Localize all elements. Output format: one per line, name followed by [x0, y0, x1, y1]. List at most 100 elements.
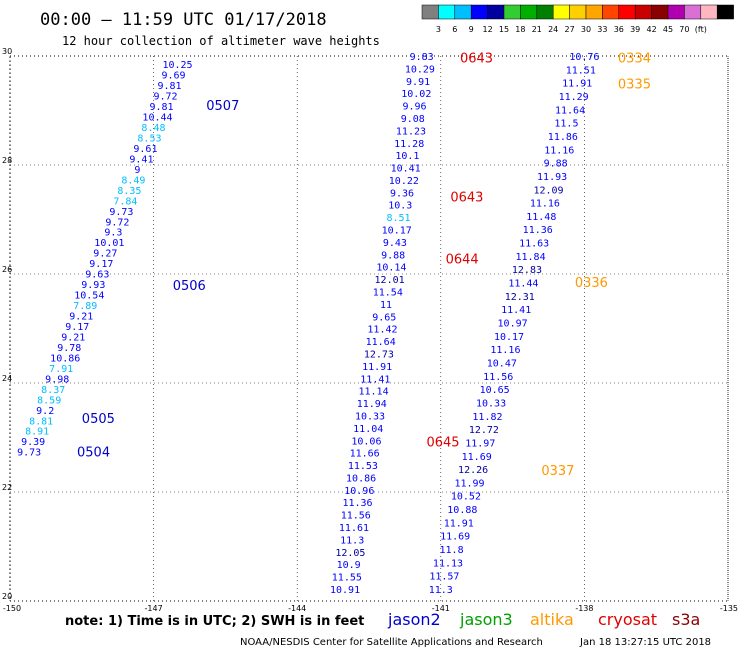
swh-value: 11.3	[429, 585, 453, 596]
x-tick-label: -141	[432, 604, 450, 613]
swh-value: 9.69	[161, 71, 185, 82]
swh-value: 10.41	[391, 164, 421, 175]
color-scale-label: 36	[614, 25, 624, 34]
plot-area: 20 22 24 26 28 30 -150 -147 -144 -141 -138 -135 9.…	[2, 47, 738, 613]
pass-time-label: 0506	[173, 279, 206, 294]
swh-value: 11.99	[454, 478, 484, 489]
color-swatch	[684, 4, 702, 20]
swh-value: 9.36	[390, 188, 414, 199]
legend-item-cryosat: cryosat	[598, 610, 657, 629]
color-scale-label: 30	[581, 25, 591, 34]
pass-time-label: 0505	[82, 412, 115, 427]
swh-value: 10.86	[346, 473, 376, 484]
swh-value: 10.29	[405, 64, 435, 75]
color-scale-label: (ft)	[695, 25, 707, 34]
color-swatch	[552, 4, 570, 20]
swh-value: 9.72	[105, 217, 129, 228]
swh-value: 10.47	[487, 358, 517, 369]
color-scale-label: 42	[647, 25, 657, 34]
footer-timestamp: Jan 18 13:27:15 UTC 2018	[579, 637, 711, 648]
color-scale-label: 6	[452, 25, 457, 34]
swh-value: 10.88	[447, 505, 477, 516]
pass-time-label: 0337	[541, 464, 574, 479]
swh-value: 11.28	[394, 139, 424, 150]
legend-item-altika: altika	[530, 610, 574, 629]
swh-value: 10.14	[376, 263, 406, 274]
swh-value: 12.72	[469, 425, 499, 436]
swh-value: 12.31	[505, 292, 535, 303]
color-scale-label: 9	[469, 25, 474, 34]
footer-note: note: 1) Time is in UTC; 2) SWH is in fe…	[65, 614, 364, 629]
swh-value: 9.96	[402, 102, 426, 113]
color-swatch	[618, 4, 636, 20]
swh-value: 12.83	[512, 265, 542, 276]
color-scale-label: 18	[515, 25, 525, 34]
swh-value: 10.06	[351, 436, 381, 447]
swh-value: 8.49	[121, 175, 145, 186]
color-swatch	[716, 4, 734, 20]
y-tick-label: 26	[2, 265, 12, 274]
swh-value: 10.02	[401, 89, 431, 100]
swh-value: 10.01	[94, 238, 124, 249]
pass-time-label: 0504	[77, 446, 110, 461]
color-swatch	[520, 4, 538, 20]
legend-item-s3a: s3a	[672, 610, 700, 629]
pass-time-label: 0334	[618, 52, 651, 67]
swh-value: 11.44	[508, 279, 538, 290]
color-swatch	[503, 4, 521, 20]
swh-value: 9.98	[45, 374, 69, 385]
swh-value: 9.61	[133, 144, 157, 155]
swh-value: 11.91	[562, 79, 592, 90]
swh-value: 11.13	[433, 558, 463, 569]
swh-value: 11.23	[396, 126, 426, 137]
color-swatch	[569, 4, 587, 20]
swh-value: 11.91	[362, 362, 392, 373]
color-swatch	[651, 4, 669, 20]
pass-time-label: 0507	[206, 99, 239, 114]
swh-value: 10.3	[388, 201, 412, 212]
color-swatch	[602, 4, 620, 20]
swh-value: 11.97	[465, 438, 495, 449]
swh-value: 9.27	[93, 249, 117, 260]
swh-value: 11.16	[490, 345, 520, 356]
swh-value: 8.91	[25, 427, 49, 438]
swh-value: 11.91	[444, 518, 474, 529]
swh-value: 9.21	[69, 312, 93, 323]
pass-time-label: 0643	[460, 52, 493, 67]
pass-time-label: 0643	[450, 191, 483, 206]
swh-value: 9.39	[21, 437, 45, 448]
swh-value: 11.16	[544, 145, 574, 156]
y-tick-label: 30	[2, 47, 12, 56]
color-scale-label: 15	[499, 25, 509, 34]
legend-item-jason2: jason2	[387, 610, 441, 629]
swh-value: 11.64	[555, 105, 585, 116]
color-swatch	[667, 4, 685, 20]
swh-value: 11.41	[360, 374, 390, 385]
pass-time-label: 0645	[426, 435, 459, 450]
color-scale-label: 45	[663, 25, 673, 34]
swh-value: 10.22	[389, 176, 419, 187]
swh-value: 11.69	[440, 532, 470, 543]
footer-credit: NOAA/NESDIS Center for Satellite Applica…	[240, 637, 543, 648]
swh-value: 9.21	[61, 332, 85, 343]
swh-value: 9.78	[57, 343, 81, 354]
swh-value: 9.3	[104, 228, 122, 239]
color-scale-bar: 3 6 9 12 15 18 21 24 27 30 33 36 39 42 45 70 (ft)	[421, 4, 734, 34]
swh-value: 10.54	[74, 291, 104, 302]
swh-value: 11.66	[350, 449, 380, 460]
swh-value: 8.48	[141, 123, 165, 134]
swh-value: 10.33	[355, 411, 385, 422]
swh-value: 11.84	[515, 252, 545, 263]
swh-value: 9.73	[17, 448, 41, 459]
y-tick-labels: 20 22 24 26 28 30	[2, 47, 12, 601]
swh-value: 10.44	[142, 113, 172, 124]
swh-value: 11.5	[554, 119, 578, 130]
swh-value: 11.94	[357, 399, 387, 410]
swh-value: 10.91	[330, 585, 360, 596]
swh-value: 10.96	[344, 486, 374, 497]
y-tick-label: 28	[2, 156, 12, 165]
color-swatch	[438, 4, 456, 20]
swh-value: 10.52	[451, 492, 481, 503]
swh-value: 8.53	[137, 133, 161, 144]
swh-value: 11.8	[440, 545, 464, 556]
